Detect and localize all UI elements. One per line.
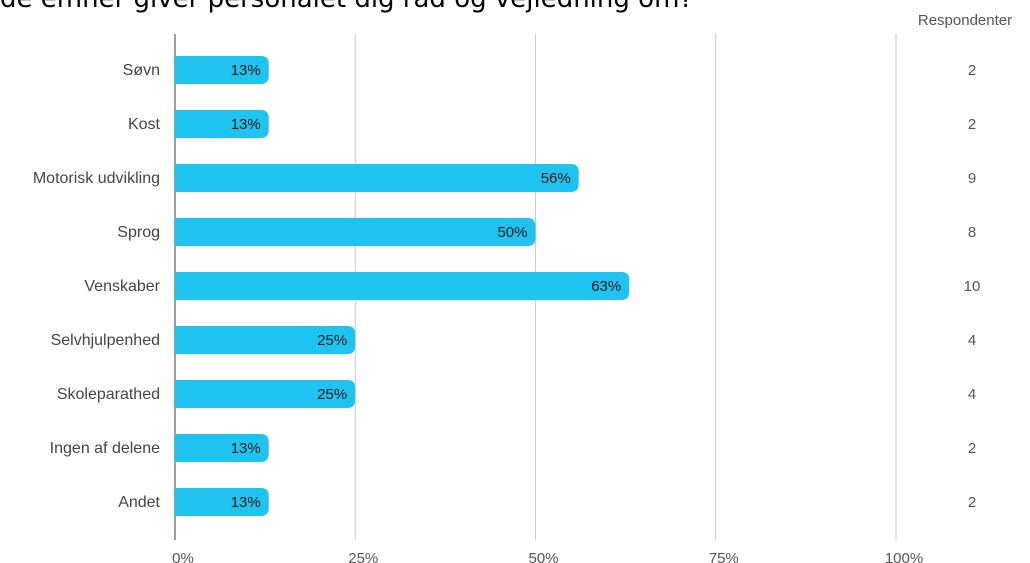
bar <box>175 326 356 354</box>
chart-title: de emner giver personalet dig råd og vej… <box>0 0 693 14</box>
respondents-header: Respondenter <box>917 12 1013 29</box>
bar <box>175 110 269 138</box>
bar <box>175 218 536 246</box>
x-tick-label: 100% <box>885 550 923 563</box>
category-label: Søvn <box>123 62 160 79</box>
category-label: Sprog <box>117 224 160 241</box>
category-label: Venskaber <box>84 278 160 295</box>
category-label: Selvhjulpenhed <box>51 332 160 349</box>
respondent-count: 4 <box>968 332 976 349</box>
category-labels: Søvn Kost Motorisk udvikling Sprog Venskaber… <box>33 62 161 511</box>
bar-value-label: 25% <box>317 332 347 349</box>
respondent-count: 9 <box>968 170 976 187</box>
category-label: Ingen af delene <box>50 440 160 457</box>
bar <box>175 488 269 516</box>
bar <box>175 380 356 408</box>
x-tick-label: 0% <box>172 550 194 563</box>
respondent-count: 2 <box>968 440 976 457</box>
bar-value-label: 50% <box>497 224 527 241</box>
bar-value-label: 56% <box>541 170 571 187</box>
bar-value-label: 13% <box>231 494 261 511</box>
bar-value-label: 13% <box>231 62 261 79</box>
respondent-count: 2 <box>968 494 976 511</box>
respondent-count: 4 <box>968 386 976 403</box>
bar <box>175 56 269 84</box>
respondent-count: 2 <box>968 116 976 133</box>
category-label: Kost <box>128 116 161 133</box>
bar <box>175 272 630 300</box>
bar-value-label: 25% <box>317 386 347 403</box>
respondent-count: 10 <box>964 278 981 295</box>
bar-value-label: 63% <box>591 278 621 295</box>
respondent-count: 2 <box>968 62 976 79</box>
bar-value-label: 13% <box>231 440 261 457</box>
x-tick-label: 75% <box>709 550 739 563</box>
bar <box>175 164 579 192</box>
x-tick-labels: 0% 25% 50% 75% 100% <box>172 550 923 563</box>
bar-value-label: 13% <box>231 116 261 133</box>
category-label: Motorisk udvikling <box>33 170 160 187</box>
x-tick-label: 25% <box>348 550 378 563</box>
category-label: Skoleparathed <box>57 386 160 403</box>
x-tick-label: 50% <box>528 550 558 563</box>
bar <box>175 434 269 462</box>
respondent-counts: 2 2 9 8 10 4 4 2 2 <box>964 62 981 511</box>
category-label: Andet <box>118 494 160 511</box>
respondent-count: 8 <box>968 224 976 241</box>
bars: 13% 13% 56% 50% 63% 25% 25% 13% 13% <box>175 56 630 516</box>
